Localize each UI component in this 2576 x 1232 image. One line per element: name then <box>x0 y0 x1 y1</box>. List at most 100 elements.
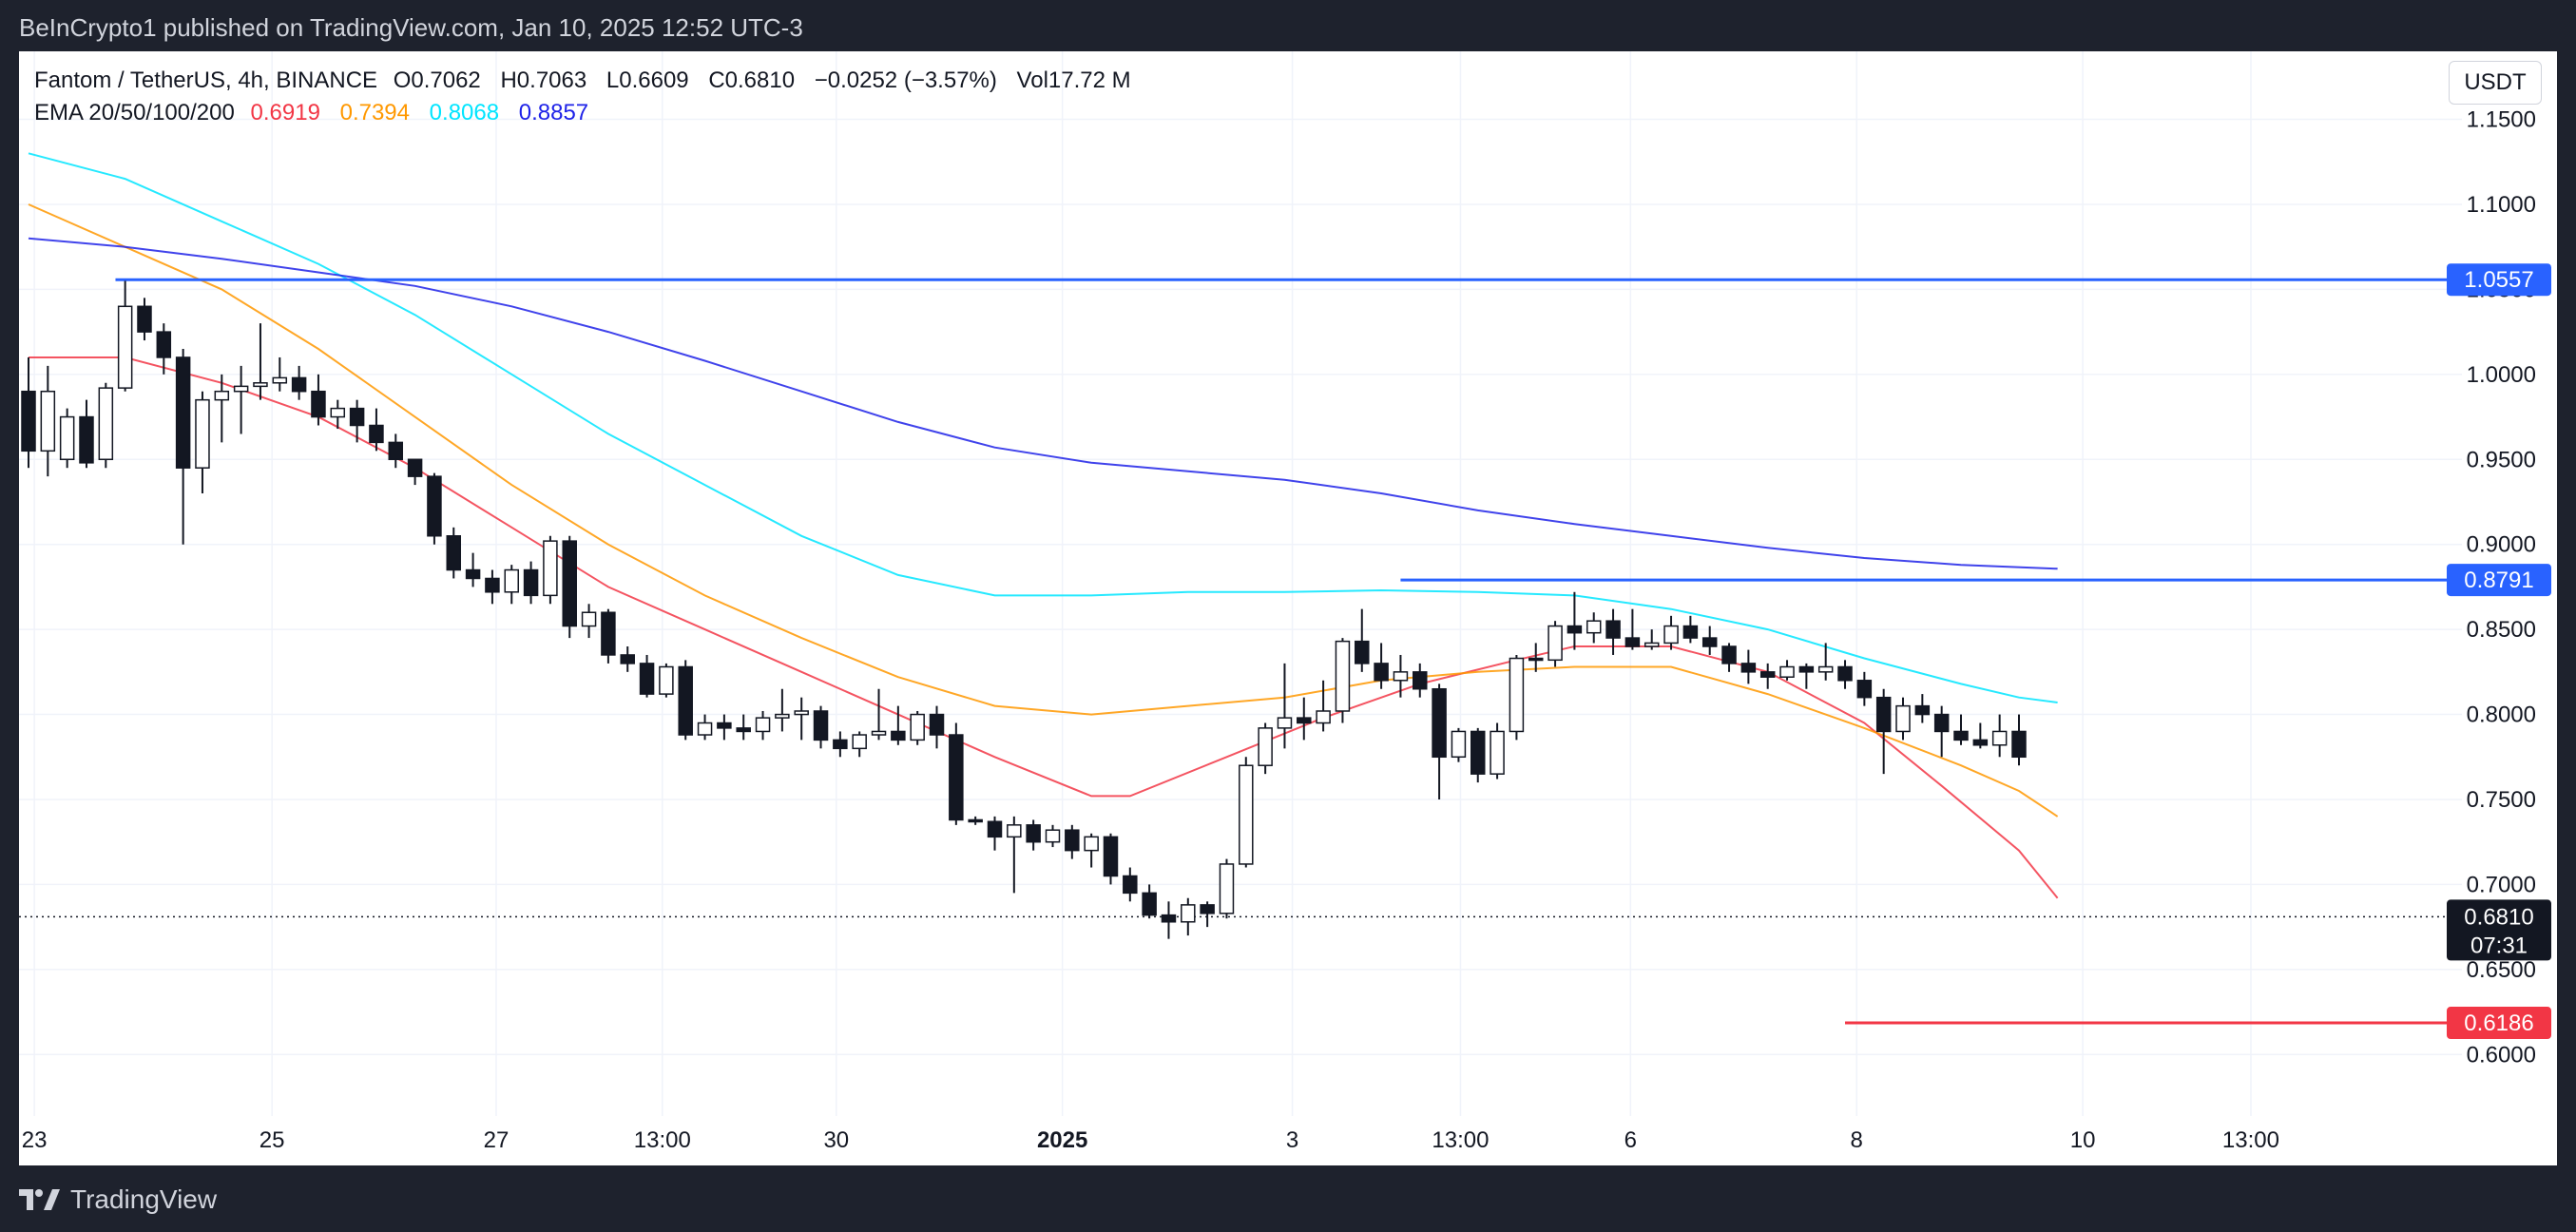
last-price-tag[interactable] <box>2447 899 2551 961</box>
candle-body[interactable] <box>1142 892 1157 916</box>
candle-body[interactable] <box>620 654 635 664</box>
candle-body[interactable] <box>407 458 423 477</box>
candle-body[interactable] <box>1914 704 1931 716</box>
candle-body[interactable] <box>1451 730 1467 759</box>
candle-body[interactable] <box>1258 727 1273 766</box>
candle-body[interactable] <box>1413 671 1428 690</box>
candle-body[interactable] <box>794 710 809 716</box>
candle-body[interactable] <box>272 376 288 384</box>
candle-body[interactable] <box>1605 620 1621 639</box>
candle-body[interactable] <box>1026 824 1041 843</box>
candle-body[interactable] <box>1933 713 1950 733</box>
candle-body[interactable] <box>1721 645 1737 664</box>
candle-body[interactable] <box>369 424 384 444</box>
candle-body[interactable] <box>1895 704 1911 733</box>
candle-body[interactable] <box>311 390 326 418</box>
candle-body[interactable] <box>639 663 655 695</box>
level-tag-2[interactable] <box>2447 1007 2551 1040</box>
candle-body[interactable] <box>1567 625 1583 634</box>
candle-body[interactable] <box>427 475 442 537</box>
candle-body[interactable] <box>1045 829 1061 843</box>
candle-body[interactable] <box>1277 717 1293 729</box>
level-tag-0[interactable] <box>2447 263 2551 297</box>
candle-body[interactable] <box>40 390 56 452</box>
candle-body[interactable] <box>1103 836 1119 877</box>
candle-body[interactable] <box>1393 671 1409 682</box>
candle-body[interactable] <box>1991 730 2008 746</box>
candle-body[interactable] <box>601 611 616 656</box>
candle-body[interactable] <box>775 713 790 719</box>
candle-body[interactable] <box>504 568 519 593</box>
candle-body[interactable] <box>1509 657 1525 733</box>
candle-body[interactable] <box>562 540 577 627</box>
candle-body[interactable] <box>1682 625 1699 639</box>
chart-frame[interactable]: 1.15001.10001.05001.00000.95000.90000.85… <box>19 51 2557 1165</box>
candle-body[interactable] <box>349 407 365 427</box>
candle-body[interactable] <box>891 730 906 741</box>
candle-body[interactable] <box>1181 904 1196 923</box>
candle-body[interactable] <box>1123 875 1138 895</box>
candle-body[interactable] <box>117 305 133 389</box>
candle-body[interactable] <box>1586 620 1602 634</box>
candle-body[interactable] <box>330 407 346 418</box>
candle-body[interactable] <box>929 713 945 736</box>
candle-body[interactable] <box>523 568 539 597</box>
candle-body[interactable] <box>697 722 713 736</box>
candle-body[interactable] <box>1200 904 1215 914</box>
candle-body[interactable] <box>1779 665 1795 678</box>
candle-body[interactable] <box>175 356 191 469</box>
candle-body[interactable] <box>871 730 887 736</box>
candle-body[interactable] <box>581 611 597 627</box>
candle-body[interactable] <box>813 710 829 741</box>
candle-body[interactable] <box>1548 625 1563 662</box>
candle-body[interactable] <box>1701 637 1718 647</box>
candle-body[interactable] <box>659 665 674 695</box>
candle-body[interactable] <box>291 376 307 393</box>
candle-body[interactable] <box>388 441 404 461</box>
candle-body[interactable] <box>755 717 771 733</box>
candle-body[interactable] <box>1798 665 1815 673</box>
candle-body[interactable] <box>1161 914 1177 923</box>
candle-body[interactable] <box>968 818 983 823</box>
candle-body[interactable] <box>1528 657 1544 662</box>
candle-body[interactable] <box>1065 829 1080 852</box>
candle-body[interactable] <box>736 727 751 733</box>
candle-body[interactable] <box>1007 824 1022 838</box>
candle-body[interactable] <box>1856 680 1873 699</box>
candle-body[interactable] <box>137 305 152 333</box>
candle-body[interactable] <box>678 665 693 736</box>
candle-body[interactable] <box>156 331 172 358</box>
candle-body[interactable] <box>852 734 867 750</box>
candle-body[interactable] <box>1663 625 1679 645</box>
candle-body[interactable] <box>2011 730 2027 759</box>
candle-body[interactable] <box>949 734 964 821</box>
candle-body[interactable] <box>1817 665 1834 673</box>
candle-body[interactable] <box>1335 640 1351 712</box>
candle-body[interactable] <box>21 390 36 452</box>
candle-body[interactable] <box>1084 836 1099 852</box>
candle-body[interactable] <box>543 540 558 597</box>
candle-body[interactable] <box>1644 642 1660 647</box>
candle-body[interactable] <box>833 739 848 750</box>
candle-body[interactable] <box>1972 739 1989 746</box>
level-tag-1[interactable] <box>2447 564 2551 597</box>
candle-body[interactable] <box>1490 730 1505 775</box>
candle-body[interactable] <box>1297 717 1312 724</box>
candle-body[interactable] <box>1837 665 1853 682</box>
candle-body[interactable] <box>253 382 268 388</box>
candle-body[interactable] <box>1219 863 1235 914</box>
candle-body[interactable] <box>1355 640 1370 664</box>
candle-body[interactable] <box>233 385 249 393</box>
candle-body[interactable] <box>465 568 481 580</box>
candle-body[interactable] <box>59 415 75 461</box>
candle-body[interactable] <box>717 722 732 729</box>
candle-body[interactable] <box>1759 671 1776 678</box>
candle-body[interactable] <box>987 820 1003 838</box>
tradingview-logo[interactable]: TradingView <box>19 1184 217 1215</box>
candle-body[interactable] <box>1471 730 1486 775</box>
candle-body[interactable] <box>446 535 462 571</box>
currency-button[interactable]: USDT <box>2449 61 2542 105</box>
candlestick-chart[interactable]: 1.15001.10001.05001.00000.95000.90000.85… <box>19 51 2557 1165</box>
candle-body[interactable] <box>485 577 500 593</box>
candle-body[interactable] <box>1875 696 1892 733</box>
